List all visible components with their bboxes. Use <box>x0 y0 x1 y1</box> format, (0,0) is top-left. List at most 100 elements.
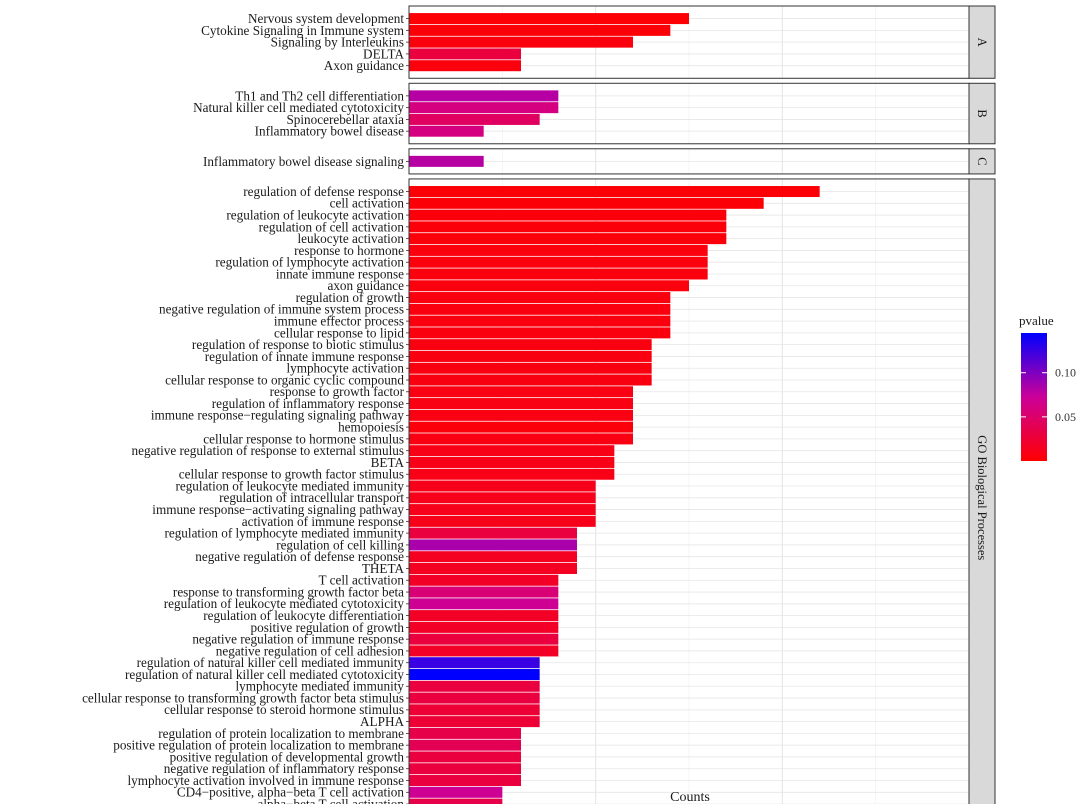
y-tick-label: regulation of innate immune response <box>205 349 404 364</box>
y-tick-label: regulation of response to biotic stimulu… <box>192 337 404 352</box>
y-tick-label: THETA <box>362 561 405 576</box>
bar <box>409 327 671 339</box>
y-tick-label: Th1 and Th2 cell differentiation <box>235 88 404 103</box>
y-tick-label: regulation of natural killer cell mediat… <box>125 667 404 682</box>
legend-tick-label: 0.05 <box>1055 410 1076 424</box>
y-tick-label: cellular response to steroid hormone sti… <box>164 702 404 717</box>
bar <box>409 362 652 374</box>
legend-colorbar <box>1021 333 1047 461</box>
bar <box>409 633 559 645</box>
bar <box>409 539 577 551</box>
y-tick-label: response to hormone <box>294 243 404 258</box>
y-tick-label: T cell activation <box>319 573 405 588</box>
y-tick-label: negative regulation of inflammatory resp… <box>164 761 404 776</box>
y-tick-label: regulation of natural killer cell mediat… <box>137 655 405 670</box>
y-tick-label: negative regulation of response to exter… <box>132 443 404 458</box>
bar <box>409 433 633 445</box>
bar <box>409 669 540 680</box>
y-tick-label: hemopoiesis <box>338 420 404 435</box>
bar <box>409 680 540 692</box>
facet-panel: Inflammatory bowel disease signaling C <box>203 148 996 175</box>
facet-panel: Th1 and Th2 cell differentiationNatural … <box>193 82 996 145</box>
y-tick-label: regulation of cell activation <box>259 219 405 234</box>
bar <box>409 221 727 233</box>
bar <box>409 48 521 60</box>
bar <box>409 504 596 516</box>
y-tick-label: Axon guidance <box>324 58 404 73</box>
y-tick-label: response to growth factor <box>270 384 405 399</box>
bar <box>409 515 596 527</box>
facet-strip <box>968 5 996 79</box>
bar <box>409 692 540 704</box>
y-tick-label: negative regulation of defense response <box>195 549 404 564</box>
pvalue-legend: pvalue 0.05 0.10 <box>1019 313 1076 461</box>
y-tick-label: lymphocyte mediated immunity <box>236 679 405 694</box>
y-tick-label: regulation of growth <box>296 290 405 305</box>
y-tick-label: negative regulation of cell adhesion <box>216 643 405 658</box>
bar <box>409 775 521 787</box>
y-tick-label: Inflammatory bowel disease <box>255 124 405 139</box>
y-tick-label: BETA <box>371 455 405 470</box>
bar <box>409 527 577 539</box>
y-tick-label: response to transforming growth factor b… <box>173 584 404 599</box>
bar <box>409 36 633 48</box>
bar <box>409 786 503 798</box>
y-tick-label: regulation of leukocyte mediated immunit… <box>175 478 404 493</box>
y-tick-label: cellular response to hormone stimulus <box>203 431 404 446</box>
y-tick-label: regulation of protein localization to me… <box>158 726 404 741</box>
bar <box>409 421 633 433</box>
legend-title: pvalue <box>1019 313 1054 328</box>
bar <box>409 763 521 775</box>
bar <box>409 13 689 25</box>
bar <box>409 292 671 304</box>
bar <box>409 704 540 716</box>
y-tick-label: Spinocerebellar ataxia <box>286 112 404 127</box>
bar <box>409 492 596 504</box>
y-tick-label: immune effector process <box>274 314 404 329</box>
bar <box>409 113 540 125</box>
facet-strip-label: GO Biological Processes <box>975 435 989 560</box>
facet-strip <box>968 82 996 145</box>
y-tick-label: regulation of defense response <box>243 184 404 199</box>
y-tick-label: Cytokine Signaling in Immune system <box>201 23 405 38</box>
y-tick-label: regulation of lymphocyte activation <box>215 255 404 270</box>
y-tick-label: lymphocyte activation <box>286 361 404 376</box>
y-tick-label: axon guidance <box>327 278 404 293</box>
bar <box>409 303 671 315</box>
y-tick-label: cellular response to growth factor stimu… <box>179 467 404 482</box>
y-tick-label: innate immune response <box>276 266 404 281</box>
facet-strip-label: B <box>975 109 989 117</box>
y-tick-label: Nervous system development <box>248 11 404 26</box>
y-tick-label: immune response−activating signaling pat… <box>152 502 404 517</box>
bar <box>409 350 652 362</box>
bar <box>409 374 652 386</box>
y-tick-label: regulation of intracellular transport <box>219 490 404 505</box>
bar <box>409 233 727 245</box>
bar <box>409 798 503 809</box>
bar <box>409 125 484 137</box>
y-tick-label: CD4−positive, alpha−beta T cell activati… <box>177 785 405 800</box>
y-tick-label: negative regulation of immune system pro… <box>159 302 404 317</box>
y-tick-label: positive regulation of growth <box>251 620 405 635</box>
bar <box>409 386 633 398</box>
bar <box>409 409 633 421</box>
bar <box>409 24 671 36</box>
bar <box>409 155 484 167</box>
bar <box>409 645 559 657</box>
y-tick-label: regulation of leukocyte differentiation <box>203 608 404 623</box>
bar <box>409 751 521 763</box>
bar <box>409 90 559 102</box>
y-tick-label: regulation of lymphocyte mediated immuni… <box>164 526 404 541</box>
bar <box>409 468 615 480</box>
y-tick-label: lymphocyte activation involved in immune… <box>127 773 404 788</box>
bar <box>409 398 633 410</box>
bar <box>409 244 708 256</box>
y-tick-label: leukocyte activation <box>297 231 404 246</box>
facet-strip-label: A <box>975 38 989 47</box>
bar <box>409 339 652 351</box>
legend-tick-label: 0.10 <box>1055 366 1076 380</box>
